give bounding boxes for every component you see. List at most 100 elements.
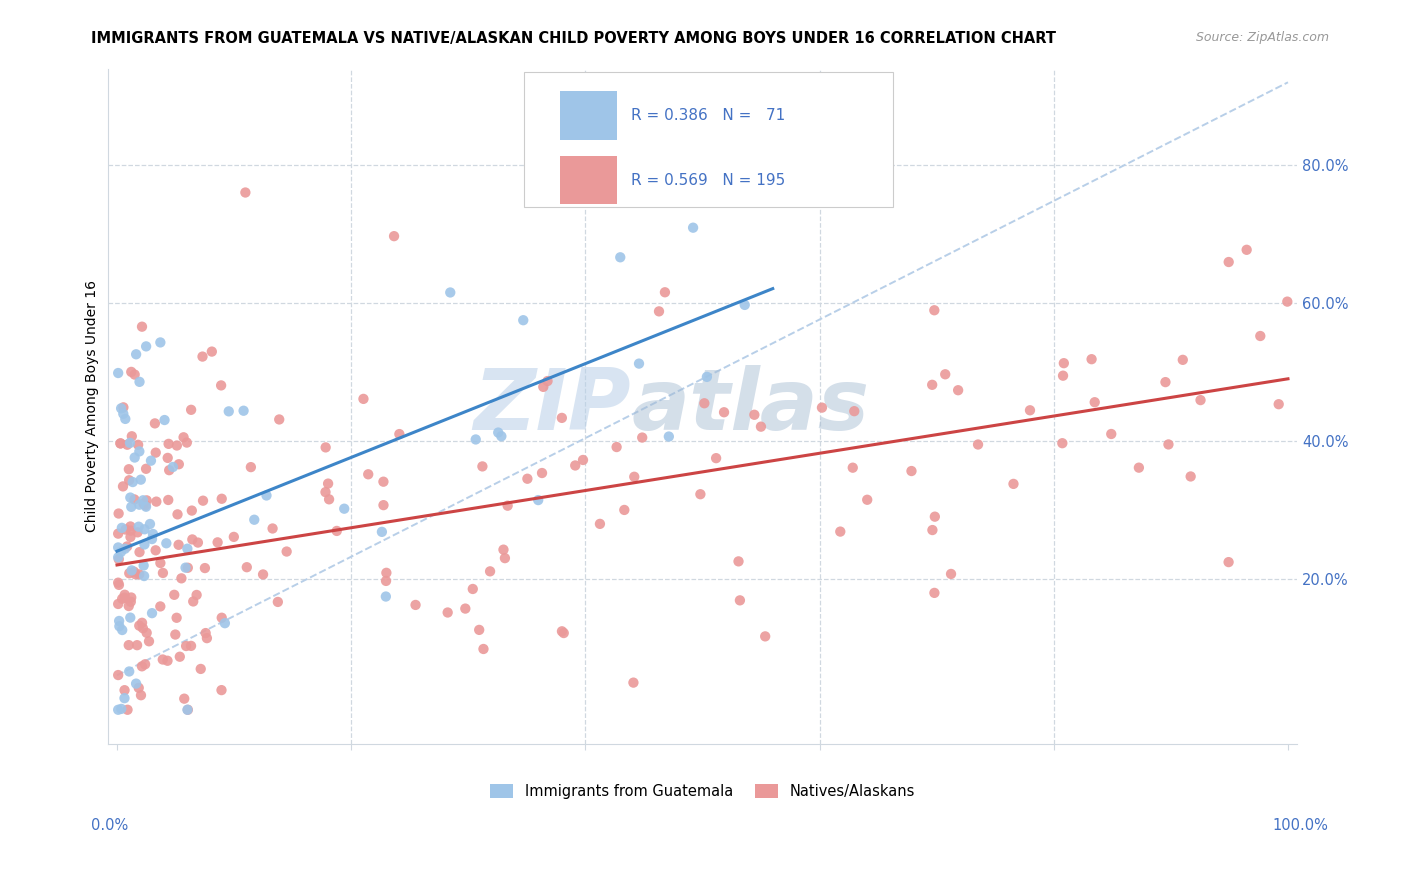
Point bbox=[181, 533, 204, 547]
Point bbox=[128, 567, 150, 582]
Point bbox=[135, 339, 157, 353]
Point bbox=[118, 599, 141, 613]
Point bbox=[124, 567, 146, 582]
Point bbox=[166, 508, 188, 522]
Point bbox=[121, 563, 143, 577]
Point bbox=[121, 429, 143, 443]
Point bbox=[374, 590, 396, 604]
Point bbox=[134, 657, 156, 672]
Point bbox=[132, 497, 155, 511]
Point bbox=[1157, 437, 1180, 451]
Point bbox=[560, 145, 582, 159]
Point bbox=[214, 616, 236, 631]
Point bbox=[553, 626, 575, 640]
Point bbox=[156, 654, 179, 668]
Point bbox=[120, 500, 142, 514]
Point bbox=[157, 437, 180, 451]
Point bbox=[693, 396, 716, 410]
Point bbox=[127, 438, 149, 452]
Point bbox=[713, 405, 735, 419]
Point bbox=[107, 550, 129, 565]
Point bbox=[375, 574, 398, 588]
Point bbox=[243, 513, 266, 527]
Point bbox=[107, 597, 129, 611]
Point bbox=[696, 370, 718, 384]
Point bbox=[118, 462, 141, 476]
Point bbox=[174, 639, 197, 653]
Point bbox=[132, 569, 155, 583]
Point bbox=[749, 419, 772, 434]
Point bbox=[112, 407, 135, 421]
Point bbox=[1249, 329, 1271, 343]
Point bbox=[135, 625, 157, 640]
Point bbox=[131, 319, 153, 334]
Point bbox=[107, 668, 129, 682]
Point bbox=[211, 491, 233, 506]
Point bbox=[491, 429, 513, 443]
Point bbox=[967, 437, 990, 451]
Point bbox=[114, 683, 136, 698]
Point bbox=[235, 186, 257, 200]
Point bbox=[734, 298, 756, 312]
Point bbox=[110, 702, 132, 716]
Point bbox=[856, 492, 879, 507]
Point bbox=[117, 703, 139, 717]
Point bbox=[142, 527, 165, 541]
Point bbox=[924, 509, 946, 524]
Point bbox=[631, 431, 654, 445]
Point bbox=[111, 591, 134, 606]
Point bbox=[128, 618, 150, 632]
Point bbox=[125, 347, 148, 361]
Point bbox=[110, 401, 132, 416]
Point bbox=[128, 375, 150, 389]
Point bbox=[135, 493, 157, 508]
Text: ZIP: ZIP bbox=[474, 365, 631, 448]
Point bbox=[900, 464, 922, 478]
Point bbox=[589, 516, 612, 531]
Point bbox=[1128, 460, 1150, 475]
Point bbox=[118, 436, 141, 450]
Point bbox=[156, 450, 179, 465]
Point bbox=[1154, 375, 1177, 389]
Point bbox=[262, 521, 284, 535]
Point bbox=[138, 634, 160, 648]
Point bbox=[127, 638, 149, 652]
Text: 0.0%: 0.0% bbox=[91, 818, 128, 832]
Point bbox=[1180, 469, 1202, 483]
Point bbox=[135, 462, 157, 476]
Point bbox=[157, 493, 180, 508]
Point bbox=[191, 493, 214, 508]
Point bbox=[143, 417, 166, 431]
Point bbox=[648, 304, 671, 318]
Point bbox=[1084, 395, 1107, 409]
Point bbox=[139, 516, 162, 531]
Point bbox=[352, 392, 374, 406]
Point bbox=[316, 476, 339, 491]
Point bbox=[468, 623, 491, 637]
Point bbox=[176, 541, 198, 556]
Point bbox=[132, 621, 155, 635]
Point bbox=[107, 507, 129, 521]
Point bbox=[120, 530, 142, 544]
Point bbox=[107, 552, 129, 566]
Point bbox=[436, 606, 458, 620]
Point bbox=[531, 466, 554, 480]
Point bbox=[516, 472, 538, 486]
Point bbox=[194, 561, 217, 575]
Point bbox=[194, 626, 217, 640]
Point bbox=[114, 412, 136, 426]
Point bbox=[110, 545, 132, 559]
Point bbox=[371, 524, 394, 539]
Point bbox=[606, 440, 628, 454]
Point bbox=[149, 599, 172, 614]
Point bbox=[921, 523, 943, 537]
Point bbox=[127, 525, 149, 540]
Point bbox=[124, 368, 146, 382]
Point bbox=[131, 659, 153, 673]
Point bbox=[139, 453, 162, 467]
Point bbox=[114, 541, 136, 556]
Point bbox=[218, 404, 240, 418]
Point bbox=[939, 566, 962, 581]
Point bbox=[195, 631, 218, 645]
Point bbox=[454, 601, 477, 615]
